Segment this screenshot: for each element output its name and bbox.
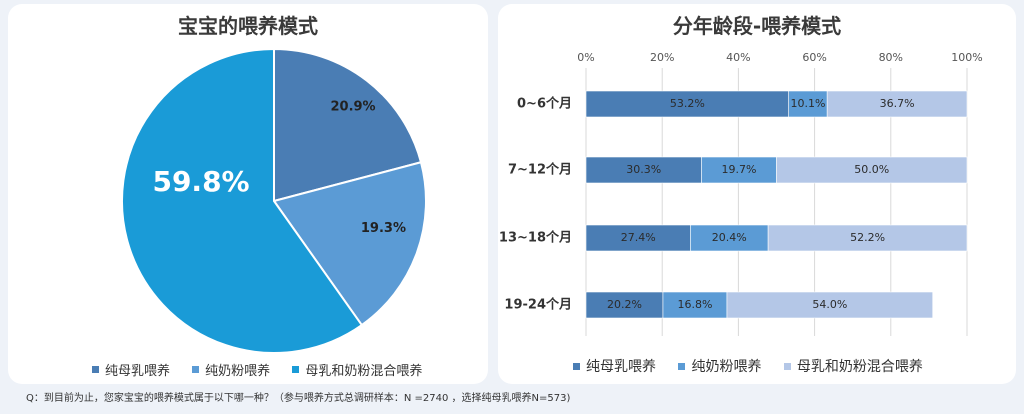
pie-legend-item-breast: 纯母乳喂养 (92, 360, 170, 379)
bar-segment (767, 224, 968, 252)
bar-segment (585, 90, 789, 118)
bar-segment (726, 291, 934, 319)
x-tick-label: 80% (879, 51, 903, 64)
bar-segment (776, 156, 968, 184)
pie-slice-label-0: 20.9% (330, 99, 375, 114)
pie-legend-label-breast: 纯母乳喂养 (105, 364, 171, 379)
category-label: 7~12个月 (508, 162, 572, 178)
survey-footnote: Q：到目前为止，您家宝宝的喂养模式属于以下哪一种？（参与喂养方式总调研样本：N … (26, 393, 571, 404)
bar-segment (585, 224, 691, 252)
bar-data-label: 27.4% (621, 231, 656, 244)
bar-data-label: 52.2% (850, 231, 885, 244)
bar-data-label: 50.0% (854, 163, 889, 176)
bar-data-label: 20.4% (712, 231, 747, 244)
bar-data-label: 10.1% (790, 97, 825, 110)
pie-slice-2 (121, 47, 364, 354)
bar-segment (690, 224, 769, 252)
legend-swatch-formula (192, 366, 200, 373)
pie-slice-label-1: 19.3% (361, 221, 406, 236)
x-tick-label: 0% (577, 51, 594, 64)
legend-swatch-breast (92, 366, 99, 373)
pie-slice-1 (272, 161, 427, 327)
category-label: 0~6个月 (517, 96, 572, 112)
category-label: 13~18个月 (499, 230, 572, 246)
bar-chart-title: 分年龄段-喂养模式 (672, 14, 842, 38)
pie-legend-label-mixed: 母乳和奶粉混合喂养 (305, 364, 423, 379)
pie-slice-0 (273, 47, 423, 203)
bar-data-label: 36.7% (880, 97, 915, 110)
bar-segment (585, 291, 664, 319)
bar-segment (826, 90, 968, 118)
x-tick-label: 40% (726, 51, 750, 64)
pie-legend-item-mixed: 母乳和奶粉混合喂养 (292, 360, 422, 379)
pie-legend-label-formula: 纯奶粉喂养 (205, 364, 271, 379)
bar-segment (788, 90, 828, 118)
bar-segment (701, 156, 777, 184)
pie-legend-item-formula: 纯奶粉喂养 (192, 360, 270, 379)
bar-data-label: 53.2% (670, 97, 705, 110)
pie-slice-label-2: 59.8% (152, 165, 249, 198)
stacked-bar-chart: 0% 20% 40% 60% 80% 100% 0~6个月 7~12个月 13~18个月 19-2… (499, 51, 983, 336)
x-tick-label: 100% (951, 51, 982, 64)
bar-legend-label-mixed: 母乳和奶粉混合喂养 (796, 359, 923, 375)
legend-swatch-mixed (783, 362, 791, 370)
bar-legend-label-breast: 纯母乳喂养 (586, 359, 656, 375)
legend-swatch-mixed (292, 366, 300, 373)
pie-chart-title: 宝宝的喂养模式 (178, 14, 318, 38)
bar-segment (662, 291, 728, 319)
bar-data-label: 54.0% (812, 298, 847, 311)
bar-data-label: 16.8% (677, 298, 712, 311)
x-tick-label: 60% (802, 51, 826, 64)
legend-swatch-formula (678, 362, 686, 370)
bar-data-label: 20.2% (607, 298, 642, 311)
bar-segment (585, 156, 702, 184)
pie-legend: 纯母乳喂养 纯奶粉喂养 母乳和奶粉混合喂养 (92, 360, 440, 379)
x-tick-label: 20% (650, 51, 674, 64)
bar-data-label: 30.3% (626, 163, 661, 176)
bar-legend-label-formula: 纯奶粉喂养 (691, 359, 762, 375)
bar-panel: 分年龄段-喂养模式 0% 20% 40% 60% 80% 100% 0~6个月 7~12个月 1… (498, 4, 1016, 384)
bar-legend: 纯母乳喂养 纯奶粉喂养 母乳和奶粉混合喂养 (573, 356, 941, 376)
pie-panel: 宝宝的喂养模式 20.9% 19.3% 59.8% 纯母乳喂养 纯奶粉喂养 母乳和奶… (8, 4, 488, 384)
pie-chart: 20.9% 19.3% 59.8% (121, 47, 427, 354)
legend-swatch-breast (573, 362, 580, 370)
bar-legend-item-formula: 纯奶粉喂养 (678, 356, 761, 376)
bar-legend-item-mixed: 母乳和奶粉混合喂养 (783, 356, 923, 376)
bar-legend-item-breast: 纯母乳喂养 (573, 356, 656, 376)
category-label: 19-24个月 (504, 297, 572, 313)
bar-data-label: 19.7% (721, 163, 756, 176)
